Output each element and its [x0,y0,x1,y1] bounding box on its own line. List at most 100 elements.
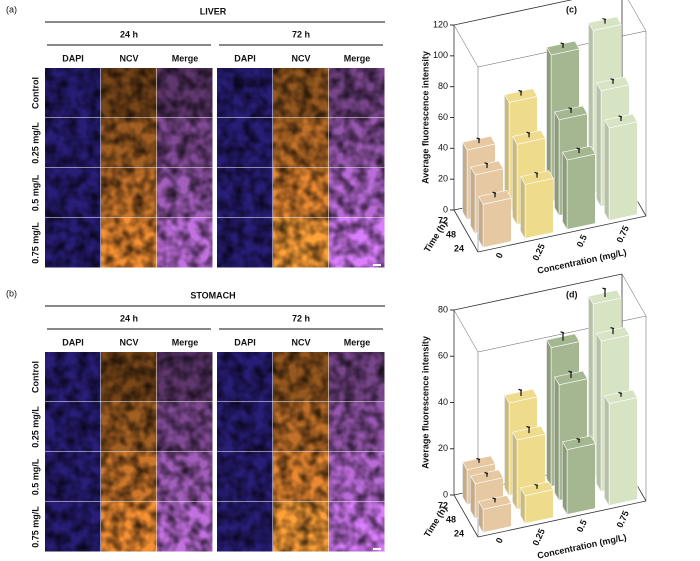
y-tick-label: 0 [443,204,448,214]
frame [453,309,479,353]
z-tick-label: 72 [438,500,448,510]
error-cap [534,171,539,175]
bar [524,489,554,524]
frame [453,209,479,253]
bar [566,443,596,515]
z-tick-label: 48 [446,514,456,524]
y-tick-label: 80 [438,304,448,314]
micrograph-texture [45,402,101,452]
column-label: Merge [172,53,199,63]
micrograph-texture [329,402,385,452]
bar [482,502,512,533]
micrograph-texture [329,502,385,552]
z-tick-label: 48 [446,229,456,239]
x-tick-label: 0.75 [614,224,630,244]
bar-side [546,338,552,488]
row-label: 0.5 mg/L [30,458,40,495]
bar-side [512,431,518,511]
micrograph-texture [217,68,273,118]
x-tick-label: 0.25 [530,527,546,547]
bar-side [596,332,602,493]
micrograph-texture [157,168,213,218]
panel-title: LIVER [200,6,227,16]
y-tick-label: 0 [443,489,448,499]
error-cap [518,89,523,93]
micrograph-texture [45,118,101,168]
error-cap [568,370,573,373]
panel-label: (c) [566,4,577,14]
chart-3d: 0 20 40 60 80 Average fluorescence intensity 0… [420,273,647,561]
micrograph-texture [101,168,157,218]
panel-label: (b) [6,288,17,298]
group-label: 72 h [292,29,310,39]
micrograph-texture [45,168,101,218]
row-label: 0.5 mg/L [30,174,40,211]
bar [608,397,638,506]
error-cap [560,42,565,45]
micrograph-texture [157,352,213,402]
y-axis-label: Average fluorescence intensity [420,51,430,184]
bar-side [478,195,484,249]
bar-side [604,394,610,507]
micrograph-texture [329,168,385,218]
micrograph-texture [45,218,101,268]
scale-bar [373,264,381,266]
micrograph-texture [329,352,385,402]
error-cap [568,107,573,110]
x-tick-label: 0.5 [575,518,589,534]
bar-side [562,151,568,231]
bar-side [554,110,560,217]
y-tick-label: 100 [433,50,448,60]
micrograph-texture [45,352,101,402]
error-cap [476,137,481,140]
micrograph-texture [217,502,273,552]
x-tick-label: 0.25 [530,242,546,262]
frame [477,500,647,538]
bar [482,197,512,248]
error-cap [476,457,481,461]
error-cap [576,437,581,441]
y-tick-label: 40 [438,397,448,407]
y-tick-label: 60 [438,351,448,361]
micrograph-texture [101,218,157,268]
frame [453,0,573,26]
micrograph-texture [273,68,329,118]
micrograph-texture [273,218,329,268]
row-label: Control [30,77,40,109]
x-tick-label: 0 [494,536,505,545]
z-tick-label: 24 [454,243,464,253]
error-cap [560,331,565,334]
frame [621,273,647,317]
z-axis-label: Time (h) [422,504,449,539]
error-cap [618,391,623,395]
column-label: NCV [119,337,138,347]
error-cap [610,326,615,330]
micrograph-texture [101,352,157,402]
micrograph-texture [45,68,101,118]
row-label: 0.75 mg/L [30,222,40,264]
x-tick-label: 0 [494,251,505,260]
micrograph-texture [329,118,385,168]
row-label: 0.75 mg/L [30,506,40,548]
bar [524,178,554,239]
error-cap [518,388,523,391]
micrograph-texture [273,502,329,552]
micrograph-texture [45,502,101,552]
group-label: 24 h [120,313,138,323]
bar-side [596,81,602,208]
x-tick-label: 0.75 [614,509,630,529]
error-cap [534,483,539,487]
micrograph-texture [273,168,329,218]
error-cap [576,147,581,150]
error-cap [602,17,607,21]
micrograph-texture [101,118,157,168]
y-tick-label: 80 [438,81,448,91]
scale-bar [373,548,381,550]
error-cap [610,78,615,81]
column-label: DAPI [234,53,256,63]
frame [453,273,623,311]
y-tick-label: 20 [438,443,448,453]
column-label: Merge [344,53,371,63]
micrograph-texture [329,218,385,268]
